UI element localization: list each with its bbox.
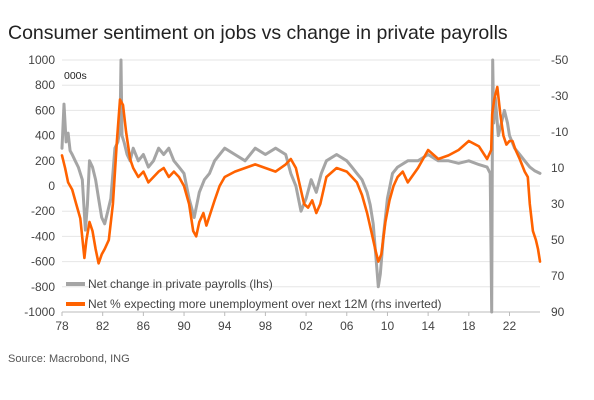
left-tick-label: 600 (35, 103, 55, 117)
x-axis: 78 82 86 90 94 98 02 06 10 14 18 22 (55, 311, 540, 333)
series-layer (60, 58, 542, 314)
series-line-payrolls (60, 58, 542, 314)
right-tick-label: -50 (551, 53, 569, 67)
legend: Net change in private payrolls (lhs) Net … (66, 277, 442, 311)
right-tick-label: -30 (551, 89, 569, 103)
chart-title: Consumer sentiment on jobs vs change in … (8, 22, 508, 44)
right-tick-label: 90 (551, 305, 565, 319)
x-tick-label: 18 (462, 319, 476, 333)
left-tick-label: 400 (35, 129, 55, 143)
left-tick-label: 1000 (28, 53, 55, 67)
right-tick-label: 50 (551, 233, 565, 247)
right-tick-label: 70 (551, 269, 565, 283)
right-tick-label: 10 (551, 161, 565, 175)
right-axis: -50 -30 -10 10 30 50 70 90 (551, 53, 569, 319)
x-tick-label: 14 (421, 319, 435, 333)
x-tick-label: 22 (503, 319, 517, 333)
x-tick-label: 06 (340, 319, 354, 333)
left-tick-label: -200 (31, 204, 55, 218)
x-tick-label: 98 (259, 319, 273, 333)
legend-label: Net % expecting more unemployment over n… (88, 297, 442, 311)
right-tick-label: 30 (551, 197, 565, 211)
left-tick-label: 800 (35, 78, 55, 92)
x-tick-label: 90 (177, 319, 191, 333)
x-tick-label: 86 (137, 319, 151, 333)
unit-label: 000s (64, 70, 87, 82)
series-line-unemployment-expectations (60, 85, 542, 265)
x-tick-label: 78 (55, 319, 69, 333)
x-tick-label: 10 (381, 319, 395, 333)
left-tick-label: -1000 (24, 305, 55, 319)
left-axis: 1000 800 600 400 200 0 -200 -400 -600 -800 -1000 (24, 53, 55, 319)
source-note: Source: Macrobond, ING (8, 353, 130, 365)
legend-label: Net change in private payrolls (lhs) (88, 277, 273, 291)
x-tick-label: 94 (218, 319, 232, 333)
x-tick-label: 02 (299, 319, 313, 333)
left-tick-label: -400 (31, 229, 55, 243)
x-tick-label: 82 (96, 319, 110, 333)
left-tick-label: 200 (35, 154, 55, 168)
left-tick-label: -800 (31, 280, 55, 294)
left-tick-label: -600 (31, 255, 55, 269)
right-tick-label: -10 (551, 125, 569, 139)
left-tick-label: 0 (48, 179, 55, 193)
